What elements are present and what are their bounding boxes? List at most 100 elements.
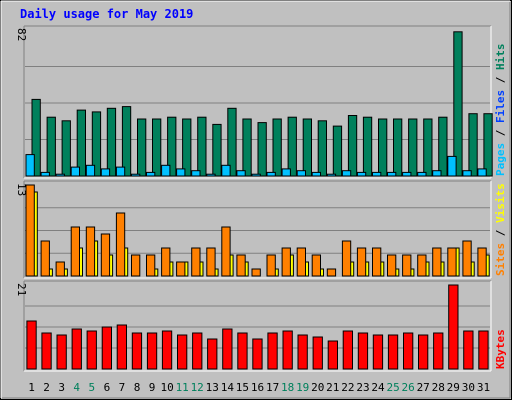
bar-hits-day-2 [46, 116, 56, 177]
bar-pages-day-12 [191, 170, 201, 177]
bar-sites-day-12 [191, 247, 201, 277]
bar-hits-day-26 [408, 118, 418, 177]
bar-kbytes-day-15 [237, 332, 248, 370]
bar-sites-day-31 [477, 247, 487, 277]
legend-entry: / [494, 123, 507, 143]
bar-sites-day-23 [356, 247, 367, 277]
bar-kbytes-day-14 [222, 328, 233, 370]
x-tick-label: 15 [236, 381, 249, 394]
bar-sites-day-21 [326, 268, 337, 277]
bar-hits-day-22 [347, 115, 358, 177]
bar-hits-day-14 [227, 107, 237, 177]
bar-pages-day-9 [146, 171, 156, 177]
x-tick-label: 27 [417, 381, 430, 394]
x-tick-label: 6 [104, 381, 111, 394]
bar-sites-day-9 [146, 254, 156, 277]
x-tick-label: 7 [119, 381, 126, 394]
bar-hits-day-16 [257, 122, 267, 177]
bar-hits-day-13 [212, 123, 222, 177]
bar-hits-day-20 [317, 120, 328, 177]
bar-kbytes-day-16 [252, 338, 263, 370]
bar-kbytes-day-2 [41, 332, 52, 370]
x-tick-label: 3 [58, 381, 65, 394]
y-max-label: 13 [15, 183, 28, 196]
bar-kbytes-day-10 [161, 330, 173, 370]
x-tick-label: 30 [462, 381, 475, 394]
bar-sites-day-22 [341, 240, 352, 277]
bar-kbytes-day-7 [116, 324, 127, 370]
bar-kbytes-day-6 [101, 326, 112, 370]
bar-kbytes-day-31 [478, 330, 489, 370]
bar-pages-day-23 [356, 171, 367, 177]
bar-kbytes-day-18 [282, 330, 293, 370]
x-tick-label: 21 [326, 381, 339, 394]
bar-sites-day-20 [311, 254, 322, 277]
bar-hits-day-18 [287, 116, 297, 177]
bar-pages-day-14 [221, 164, 231, 177]
legend-entry: / [494, 70, 507, 90]
legend-entry: Files [494, 90, 507, 123]
bar-hits-day-1 [31, 98, 41, 177]
bar-sites-day-24 [372, 247, 382, 277]
bar-sites-day-16 [251, 268, 261, 277]
bar-pages-day-3 [55, 173, 65, 177]
x-tick-label: 5 [88, 381, 95, 394]
bar-pages-day-7 [115, 166, 126, 177]
bar-pages-day-30 [462, 170, 472, 177]
bar-sites-day-2 [40, 240, 50, 277]
bar-kbytes-day-5 [86, 330, 97, 370]
x-tick-label: 24 [371, 381, 385, 394]
bar-pages-day-24 [372, 171, 382, 177]
x-axis-labels: 1 2 3 4 5 6 7 8 9 10 11 12 13 14 15 16 17 18 19 20 21 22 23 24 2… [28, 381, 490, 394]
bar-pages-day-28 [432, 170, 442, 177]
panel-sites-visits: 13 Sites / Visits [15, 180, 507, 279]
x-tick-label: 17 [266, 381, 279, 394]
x-tick-label: 18 [281, 381, 294, 394]
chart-panels: 82 Pages / Files / Hits 13 Sites / Visits 21… [15, 25, 507, 372]
bar-kbytes-day-11 [177, 334, 188, 370]
x-tick-label: 14 [221, 381, 235, 394]
bar-hits-day-17 [272, 118, 282, 177]
bar-pages-day-2 [40, 171, 50, 177]
bar-sites-day-13 [206, 247, 216, 277]
legend-entry: Hits [494, 44, 507, 71]
bar-sites-day-15 [236, 254, 246, 277]
bar-pages-day-19 [296, 170, 307, 177]
x-tick-label: 1 [28, 381, 35, 394]
bar-kbytes-day-29 [448, 284, 459, 370]
legend-entry: KBytes [494, 329, 507, 369]
bar-hits-day-7 [121, 106, 132, 177]
bar-hits-day-25 [393, 118, 403, 177]
bar-kbytes-day-13 [207, 338, 218, 370]
bar-pages-day-18 [281, 168, 291, 177]
bar-kbytes-day-25 [387, 334, 399, 370]
x-tick-label: 23 [356, 381, 369, 394]
bar-kbytes-day-26 [403, 332, 414, 370]
bar-hits-day-27 [423, 118, 433, 177]
legend-entry: / [494, 223, 507, 243]
bar-pages-day-29 [447, 155, 457, 177]
bar-sites-day-1 [25, 184, 35, 277]
panel-kbytes: 21 KBytes [15, 280, 507, 372]
bar-hits-day-12 [197, 116, 207, 177]
bar-kbytes-day-3 [56, 334, 67, 370]
bar-kbytes-day-24 [372, 334, 384, 370]
y-max-label: 21 [15, 283, 28, 296]
bar-kbytes-day-9 [146, 332, 158, 370]
bar-kbytes-day-8 [131, 332, 143, 370]
x-tick-label: 20 [311, 381, 324, 394]
bar-kbytes-day-4 [71, 328, 82, 370]
bar-sites-day-4 [70, 226, 80, 277]
bar-sites-day-30 [462, 240, 472, 277]
bar-hits-day-10 [167, 116, 177, 177]
bar-kbytes-day-17 [267, 332, 278, 370]
bar-sites-day-6 [100, 233, 111, 277]
bar-pages-day-31 [477, 168, 487, 177]
x-tick-label: 13 [206, 381, 219, 394]
bar-hits-day-5 [91, 111, 102, 177]
bar-sites-day-28 [432, 247, 442, 277]
bar-hits-day-31 [483, 113, 493, 177]
bar-sites-day-8 [131, 254, 141, 277]
bar-kbytes-day-1 [26, 320, 37, 370]
bar-sites-day-27 [417, 254, 427, 277]
